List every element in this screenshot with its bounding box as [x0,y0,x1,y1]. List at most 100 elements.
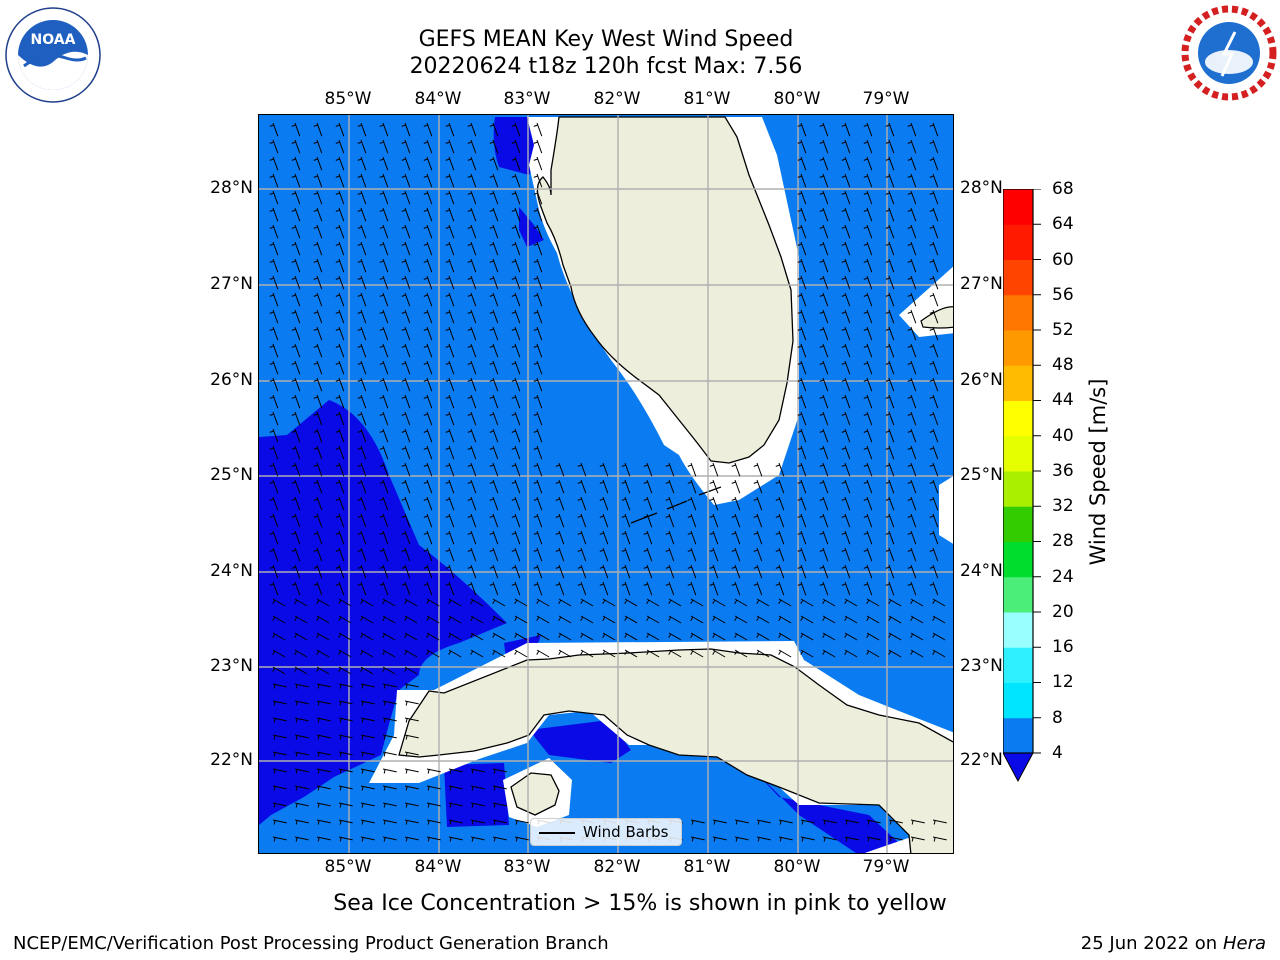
wind-barb [907,173,917,188]
wind-barb [423,377,433,392]
wind-barb [929,462,939,477]
wind-barb [426,802,441,808]
wind-barb [514,598,528,607]
wind-barb [470,819,485,825]
wind-barb [929,496,939,511]
wind-barb [423,530,433,545]
wind-barb [885,513,895,528]
wind-barb [599,530,609,545]
wind-barb [687,547,697,562]
wind-barb [709,564,719,579]
wind-barb [269,343,279,358]
wind-barb [665,496,675,511]
wind-barb [467,462,477,477]
wind-barb [467,547,477,562]
wind-barb [665,547,675,562]
wind-barb [445,513,455,528]
wind-barb [709,581,719,596]
wind-barb [272,734,287,740]
wind-barb [709,462,719,477]
wind-barb [885,377,895,392]
wind-barb [822,615,836,624]
wind-barb [929,564,939,579]
wind-barb [819,139,829,154]
wind-barb [797,122,807,137]
wind-barb [379,139,389,154]
wind-barb [379,530,389,545]
lat-label-left: 23°N [210,656,253,676]
wind-barb [382,632,396,641]
wind-barb [797,479,807,494]
wind-barb [511,564,521,579]
wind-barb [489,156,499,171]
wind-barb [404,802,419,808]
colorbar-band [1003,189,1033,225]
wind-barb [533,360,543,375]
wind-barb [643,496,653,511]
wind-barb [797,547,807,562]
wind-barb [778,615,792,624]
wind-barb [797,173,807,188]
wind-barb [313,241,323,256]
wind-barb [577,462,587,477]
wind-barb [401,156,411,171]
wind-barb [910,598,924,607]
wind-barb [401,207,411,222]
wind-barb [819,207,829,222]
lat-label-right: 23°N [960,656,1003,676]
wind-barb [533,428,543,443]
wind-barb [313,581,323,596]
wind-barb [863,292,873,307]
wind-barb [533,173,543,188]
wind-barb [533,224,543,239]
colorbar-tick-label: 48 [1052,355,1074,375]
wind-barb [511,445,521,460]
wind-barb [492,836,507,842]
wind-barb [445,547,455,562]
wind-barb [797,292,807,307]
wind-barb [533,326,543,341]
wind-barb [357,564,367,579]
wind-barb [423,360,433,375]
wind-barb [646,598,660,607]
wind-barb [291,530,301,545]
wind-barb [404,819,419,825]
wind-barb [929,343,939,358]
wind-barb [401,173,411,188]
colorbar-band [1003,682,1033,719]
wind-barb [382,836,397,842]
wind-barb [797,190,807,205]
wind-barb [734,649,748,658]
wind-barb [866,819,881,825]
wind-barb [514,615,528,624]
wind-barb [426,819,441,825]
wind-barb [489,190,499,205]
noaa-logo: NOAA [4,6,102,104]
wind-barb [445,462,455,477]
wind-barb [291,190,301,205]
wind-barb [489,581,499,596]
wind-barb [294,598,308,607]
colorbar-tick-label: 24 [1052,567,1074,587]
wind-barb [316,632,330,641]
wind-barb [448,802,463,808]
wind-barb [819,581,829,596]
wind-barb [885,224,895,239]
colorbar-bands [1003,189,1033,754]
wind-barb [269,564,279,579]
lon-label-top: 83°W [503,89,551,109]
wind-barb [269,292,279,307]
wind-barb [885,156,895,171]
wind-barb [382,598,396,607]
wind-barb [863,190,873,205]
wind-barb [687,581,697,596]
wind-barb [316,836,331,842]
colorbar-band [1003,224,1033,260]
wind-barb [448,836,463,842]
wind-barb [492,615,506,624]
wind-barb [844,632,858,641]
wind-barb [910,615,924,624]
colorbar-tick-label: 12 [1052,672,1074,692]
wind-barb [379,428,389,443]
wind-barb [291,207,301,222]
